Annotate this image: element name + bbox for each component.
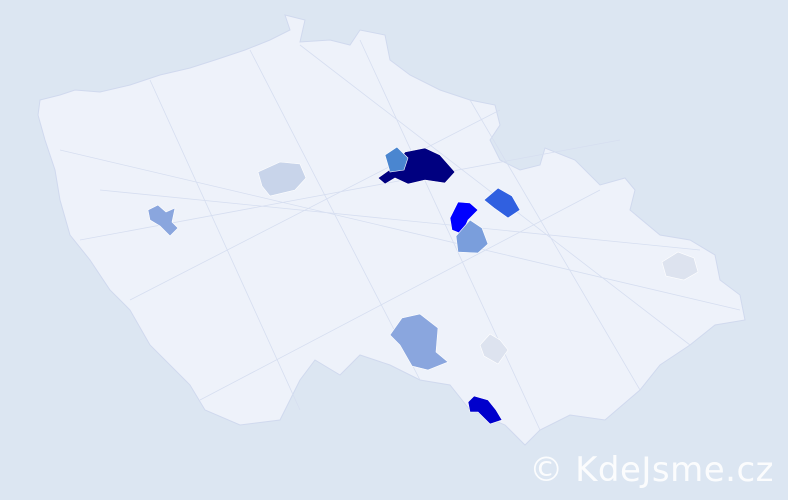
watermark: © KdeJsme.cz bbox=[529, 450, 774, 490]
district-r2[interactable] bbox=[384, 146, 409, 173]
district-r11[interactable] bbox=[467, 395, 503, 425]
district-r10[interactable] bbox=[661, 251, 699, 281]
district-r9[interactable] bbox=[479, 333, 509, 365]
district-r4[interactable] bbox=[449, 201, 479, 235]
district-r7[interactable] bbox=[147, 204, 179, 237]
district-r8[interactable] bbox=[389, 313, 449, 371]
district-grid bbox=[59, 39, 741, 431]
district-r6[interactable] bbox=[257, 161, 307, 197]
country-outline bbox=[37, 14, 746, 446]
district-r5[interactable] bbox=[455, 219, 489, 254]
district-r3[interactable] bbox=[483, 187, 521, 219]
